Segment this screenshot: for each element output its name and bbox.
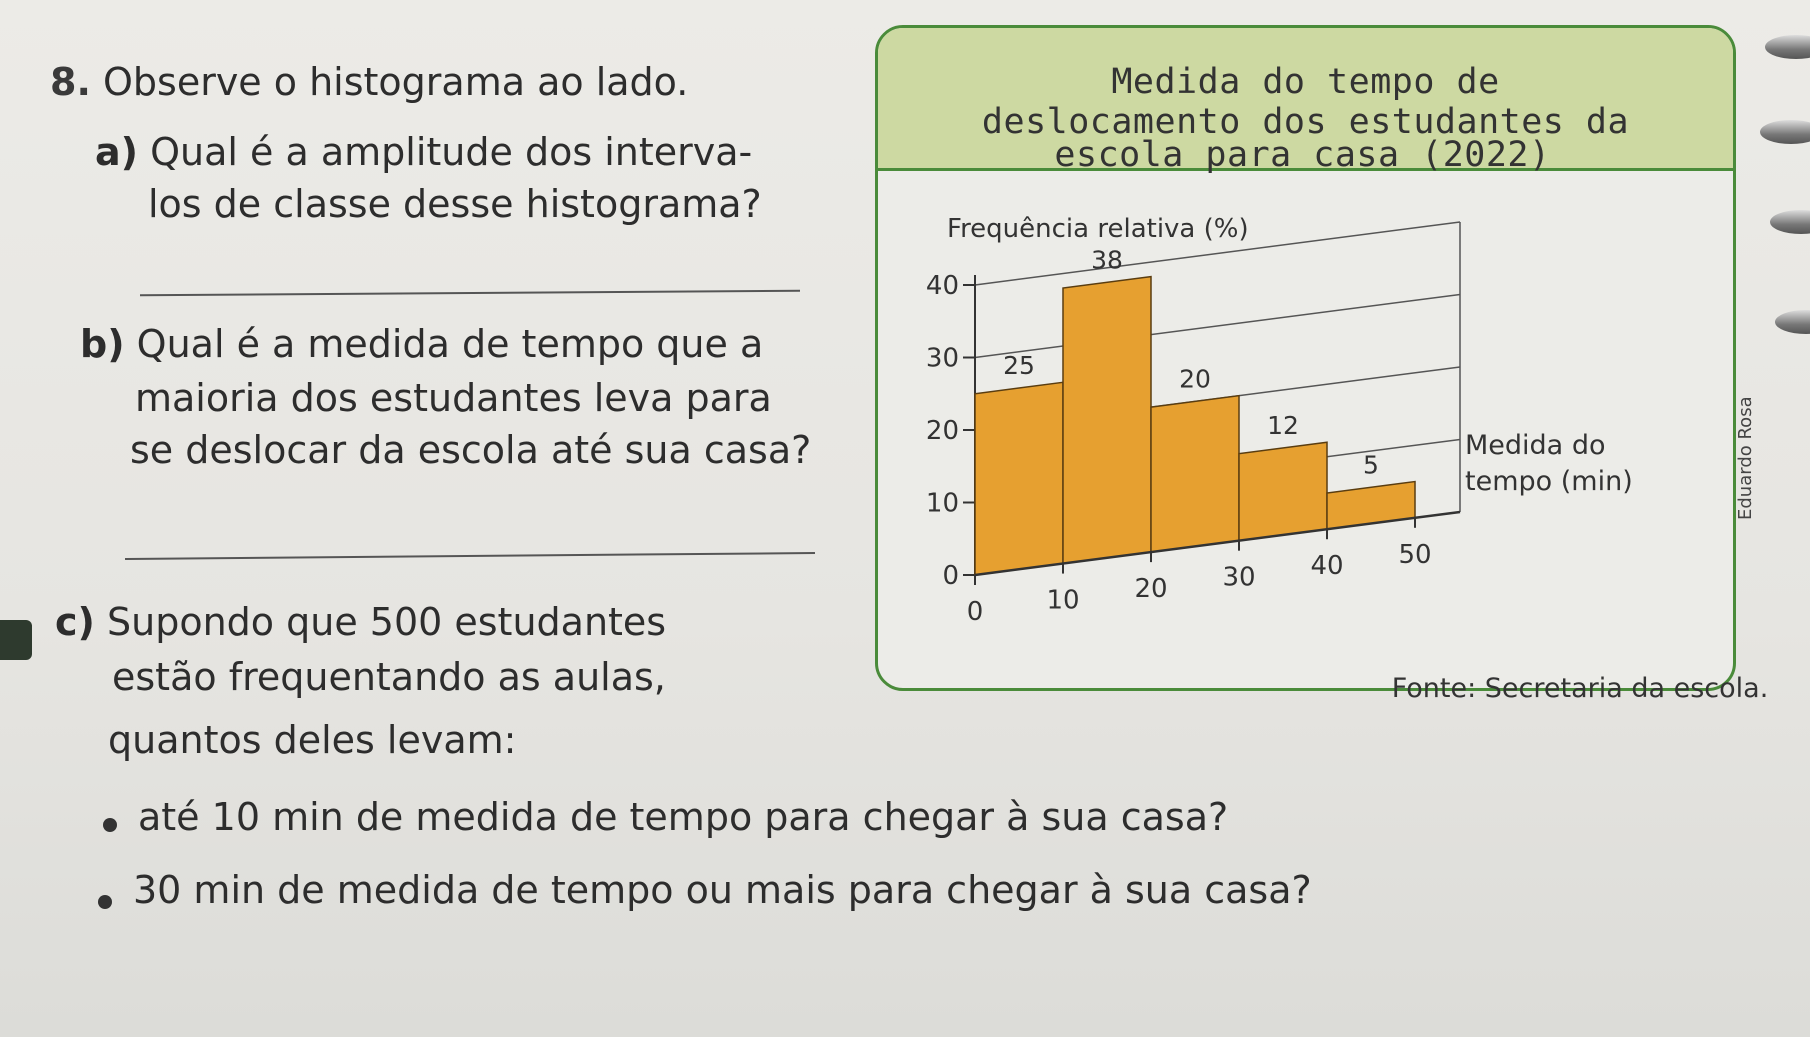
bar-20-30 xyxy=(1150,394,1240,553)
bar-10-20 xyxy=(1062,275,1152,565)
bar-value-label-20-30: 20 xyxy=(1179,364,1211,393)
exercise-intro: 8. Observe o histograma ao lado. xyxy=(50,60,688,104)
bar-30-40 xyxy=(1238,441,1328,542)
question-b-text-2: maioria dos estudantes leva para xyxy=(135,376,772,420)
x-tick-label-30: 30 xyxy=(1222,563,1255,593)
bullet-dot-2 xyxy=(98,895,112,909)
x-tick-label-50: 50 xyxy=(1398,540,1431,570)
x-axis-title-line-1: Medida do xyxy=(1465,430,1605,461)
question-a-label: a) xyxy=(95,130,139,174)
x-tick-label-10: 10 xyxy=(1046,586,1079,616)
bullet-dot-1 xyxy=(103,818,117,832)
exercise-intro-text: Observe o histograma ao lado. xyxy=(102,60,689,104)
chart-title-line-1: Medida do tempo de xyxy=(1111,62,1500,102)
bar-40-50 xyxy=(1326,480,1416,531)
bar-value-label-30-40: 12 xyxy=(1267,411,1299,440)
bar-0-10 xyxy=(974,381,1064,576)
page-tab-marker xyxy=(0,620,32,660)
question-c-text-2: estão frequentando as aulas, xyxy=(112,655,666,699)
chart-title-band: Medida do tempo de deslocamento dos estu… xyxy=(878,28,1733,171)
question-c-label: c) xyxy=(55,600,95,644)
question-a-text-2: los de classe desse histograma? xyxy=(148,182,762,226)
question-c-text-3: quantos deles levam: xyxy=(108,718,517,762)
binder-ring-4 xyxy=(1775,310,1810,334)
binder-ring-3 xyxy=(1770,210,1810,234)
y-axis-title: Frequência relativa (%) xyxy=(947,214,1249,244)
question-b-text-3: se deslocar da escola até sua casa? xyxy=(130,428,812,472)
chart-title-line-2: deslocamento dos estudantes da xyxy=(981,102,1630,142)
chart-title-line-3: escola para casa (2022) xyxy=(1054,135,1551,175)
question-b-label: b) xyxy=(80,322,125,366)
bar-value-label-40-50: 5 xyxy=(1363,450,1379,479)
chart-source: Fonte: Secretaria da escola. xyxy=(1391,673,1769,704)
bar-value-label-0-10: 25 xyxy=(1003,351,1035,380)
bullet-item-1: até 10 min de medida de tempo para chega… xyxy=(138,795,1229,839)
x-tick-label-20: 20 xyxy=(1134,574,1167,604)
gridline-40 xyxy=(974,221,1461,286)
question-c-line1: c) Supondo que 500 estudantes xyxy=(55,600,666,644)
image-credit: Eduardo Rosa xyxy=(1735,396,1756,520)
question-a-text-1: Qual é a amplitude dos interva- xyxy=(150,130,753,174)
x-tick-label-0: 0 xyxy=(967,597,984,627)
x-axis-title-line-2: tempo (min) xyxy=(1465,466,1633,497)
question-c-text-1: Supondo que 500 estudantes xyxy=(107,600,667,644)
binder-ring-2 xyxy=(1760,120,1810,144)
y-tick-label-40: 40 xyxy=(926,271,959,301)
gridline-30 xyxy=(974,293,1461,359)
x-axis xyxy=(974,510,1461,577)
binder-ring-1 xyxy=(1765,35,1810,59)
question-b-line1: b) Qual é a medida de tempo que a xyxy=(80,322,763,366)
x-tick-label-40: 40 xyxy=(1310,551,1343,581)
exercise-number: 8. xyxy=(50,60,91,104)
question-b-text-1: Qual é a medida de tempo que a xyxy=(136,322,764,366)
bar-value-label-10-20: 38 xyxy=(1091,245,1123,274)
chart-frame: Medida do tempo de deslocamento dos estu… xyxy=(875,25,1736,691)
bullet-item-2: 30 min de medida de tempo ou mais para c… xyxy=(133,868,1312,912)
answer-line-b[interactable] xyxy=(125,551,815,561)
y-tick-label-30: 30 xyxy=(926,344,959,374)
y-tick-label-20: 20 xyxy=(926,416,959,446)
question-a-line1: a) Qual é a amplitude dos interva- xyxy=(95,130,752,174)
y-tick-label-0: 0 xyxy=(942,561,959,591)
y-tick-label-10: 10 xyxy=(926,489,959,519)
answer-line-a[interactable] xyxy=(140,289,800,297)
